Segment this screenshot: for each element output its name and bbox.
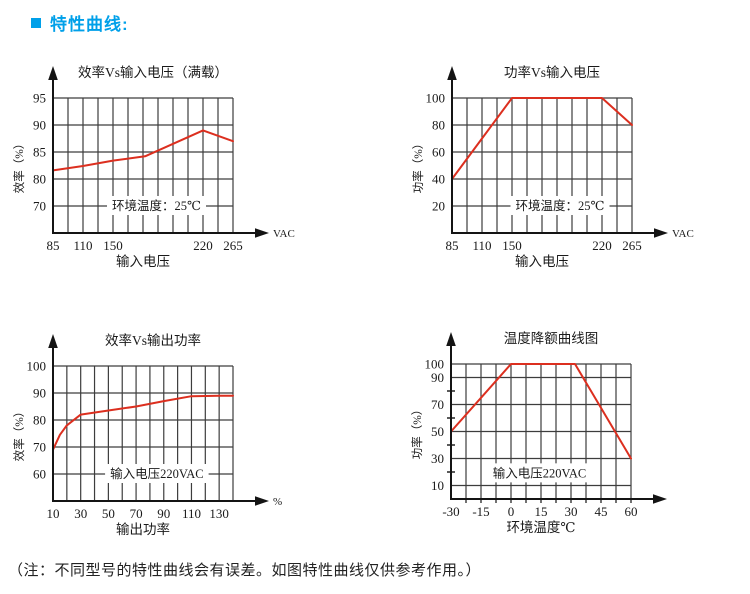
chart-temperature-derating: 输入电压220VAC 100 90 70 50 30 10 -30 -15 0 15 30 45 60 温度… <box>406 326 716 561</box>
y-tick-label: 80 <box>432 118 445 133</box>
x-tick-label: 85 <box>47 238 60 253</box>
y-tick-label: 60 <box>33 467 46 482</box>
chart-efficiency-vs-input-voltage: 环境温度：25℃ 95 90 85 80 70 85 110 150 220 265 效率Vs输入电压… <box>8 60 318 295</box>
y-tick-label: 80 <box>33 413 46 428</box>
y-tick-label: 50 <box>431 424 444 439</box>
chart-efficiency-vs-output-power-svg: 输入电压220VAC 100 90 80 70 60 10 30 50 70 90 110 130 效率V… <box>12 332 282 537</box>
y-tick-label: 30 <box>431 451 444 466</box>
y-axis-arrow-icon <box>48 334 58 348</box>
y-axis-title: 功率（%） <box>411 138 425 194</box>
x-tick-label: 60 <box>625 504 638 519</box>
x-axis-title: 输出功率 <box>116 521 170 537</box>
annotation-mask <box>105 464 209 483</box>
x-tick-label: 150 <box>103 238 123 253</box>
data-curve <box>451 97 633 180</box>
x-tick-label: 265 <box>223 238 243 253</box>
y-tick-label: 90 <box>33 118 46 133</box>
chart-title: 效率Vs输出功率 <box>105 332 201 348</box>
annotation-mask <box>107 196 207 215</box>
chart-efficiency-vs-output-power: 输入电压220VAC 100 90 80 70 60 10 30 50 70 90 110 130 效率V… <box>8 328 318 563</box>
chart-title: 功率Vs输入电压 <box>504 64 600 80</box>
chart-annotation: 环境温度：25℃ <box>112 198 201 213</box>
x-tick-label: 50 <box>102 506 115 521</box>
x-axis-arrow-icon <box>654 228 668 238</box>
x-tick-label: 90 <box>157 506 170 521</box>
x-axis-title: 输入电压 <box>116 254 170 269</box>
y-tick-label: 10 <box>431 478 444 493</box>
y-tick-label: 90 <box>431 370 444 385</box>
x-tick-label: 110 <box>73 238 92 253</box>
data-curve <box>52 394 234 451</box>
x-axis-title: 环境温度℃ <box>506 520 575 535</box>
chart-annotation: 环境温度：25℃ <box>516 198 605 213</box>
x-tick-label: -30 <box>442 504 459 519</box>
y-tick-label: 100 <box>425 357 445 372</box>
chart-annotation: 输入电压220VAC <box>110 466 204 481</box>
data-curve <box>450 363 632 460</box>
y-tick-label: 95 <box>33 91 46 106</box>
y-tick-label: 100 <box>426 91 446 106</box>
y-tick-label: 85 <box>33 145 46 160</box>
x-axis-arrow-icon <box>653 494 667 504</box>
y-axis-arrow-icon <box>48 66 58 80</box>
x-tick-label: 30 <box>565 504 578 519</box>
y-tick-label: 80 <box>33 172 46 187</box>
x-tick-label: -15 <box>472 504 489 519</box>
axis-unit-label: VAC <box>672 228 694 240</box>
x-tick-label: 220 <box>193 238 213 253</box>
chart-title: 效率Vs输入电压（满载） <box>78 64 228 80</box>
y-tick-label: 70 <box>33 440 46 455</box>
y-axis-title: 功率（%） <box>410 404 424 460</box>
section-title: 特性曲线: <box>50 15 129 34</box>
x-tick-label: 30 <box>74 506 87 521</box>
chart-power-vs-input-voltage-svg: 环境温度：25℃ 100 80 60 40 20 85 110 150 220 265 功率Vs输入电… <box>411 64 694 269</box>
x-tick-label: 70 <box>130 506 143 521</box>
y-tick-label: 60 <box>432 145 445 160</box>
x-tick-label: 15 <box>535 504 548 519</box>
y-axis-arrow-icon <box>447 66 457 80</box>
y-tick-label: 90 <box>33 386 46 401</box>
y-tick-label: 70 <box>33 199 46 214</box>
x-tick-label: 150 <box>502 238 522 253</box>
x-tick-label: 110 <box>472 238 491 253</box>
chart-annotation: 输入电压220VAC <box>493 465 587 480</box>
annotation-mask <box>510 196 610 215</box>
axis-unit-label: VAC <box>273 228 295 240</box>
x-tick-label: 10 <box>47 506 60 521</box>
y-axis-title: 效率（%） <box>12 406 26 462</box>
x-tick-label: 0 <box>508 504 515 519</box>
y-tick-label: 100 <box>27 359 47 374</box>
axis-unit-label: % <box>273 496 282 508</box>
x-axis-arrow-icon <box>255 496 269 506</box>
section-header: 特性曲线: <box>31 10 129 35</box>
footnote: （注：不同型号的特性曲线会有误差。如图特性曲线仅供参考作用。） <box>8 562 482 579</box>
x-tick-label: 220 <box>592 238 612 253</box>
y-axis-title: 效率（%） <box>12 138 26 194</box>
data-curve <box>52 129 234 172</box>
y-tick-label: 70 <box>431 397 444 412</box>
x-tick-label: 85 <box>446 238 459 253</box>
chart-efficiency-vs-input-voltage-svg: 环境温度：25℃ 95 90 85 80 70 85 110 150 220 265 效率Vs输入电压… <box>12 64 295 269</box>
x-axis-title: 输入电压 <box>515 254 569 269</box>
x-tick-label: 130 <box>209 506 229 521</box>
chart-power-vs-input-voltage: 环境温度：25℃ 100 80 60 40 20 85 110 150 220 265 功率Vs输入电… <box>407 60 717 295</box>
y-tick-label: 20 <box>432 199 445 214</box>
x-axis-arrow-icon <box>255 228 269 238</box>
annotation-mask <box>487 463 592 483</box>
chart-title: 温度降额曲线图 <box>504 331 599 346</box>
x-tick-label: 265 <box>622 238 642 253</box>
x-tick-label: 45 <box>595 504 608 519</box>
section-bullet-icon <box>31 17 41 28</box>
y-axis-arrow-icon <box>446 332 456 346</box>
x-tick-label: 110 <box>182 506 201 521</box>
y-tick-label: 40 <box>432 172 445 187</box>
